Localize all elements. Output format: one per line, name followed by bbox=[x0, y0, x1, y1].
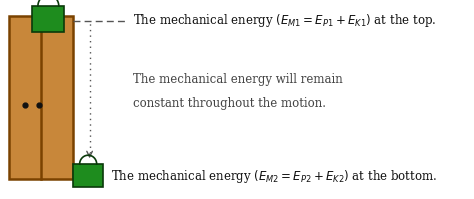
Text: constant throughout the motion.: constant throughout the motion. bbox=[133, 97, 326, 110]
Bar bbox=[73, 164, 103, 187]
Bar bbox=[32, 6, 64, 32]
Text: The mechanical energy $(E_{M1} = E_{P1} + E_{K1})$ at the top.: The mechanical energy $(E_{M1} = E_{P1} … bbox=[133, 12, 436, 29]
Bar bbox=[9, 16, 73, 179]
Text: The mechanical energy $(E_{M2} = E_{P2} + E_{K2})$ at the bottom.: The mechanical energy $(E_{M2} = E_{P2} … bbox=[111, 168, 438, 185]
Text: The mechanical energy will remain: The mechanical energy will remain bbox=[133, 73, 343, 86]
